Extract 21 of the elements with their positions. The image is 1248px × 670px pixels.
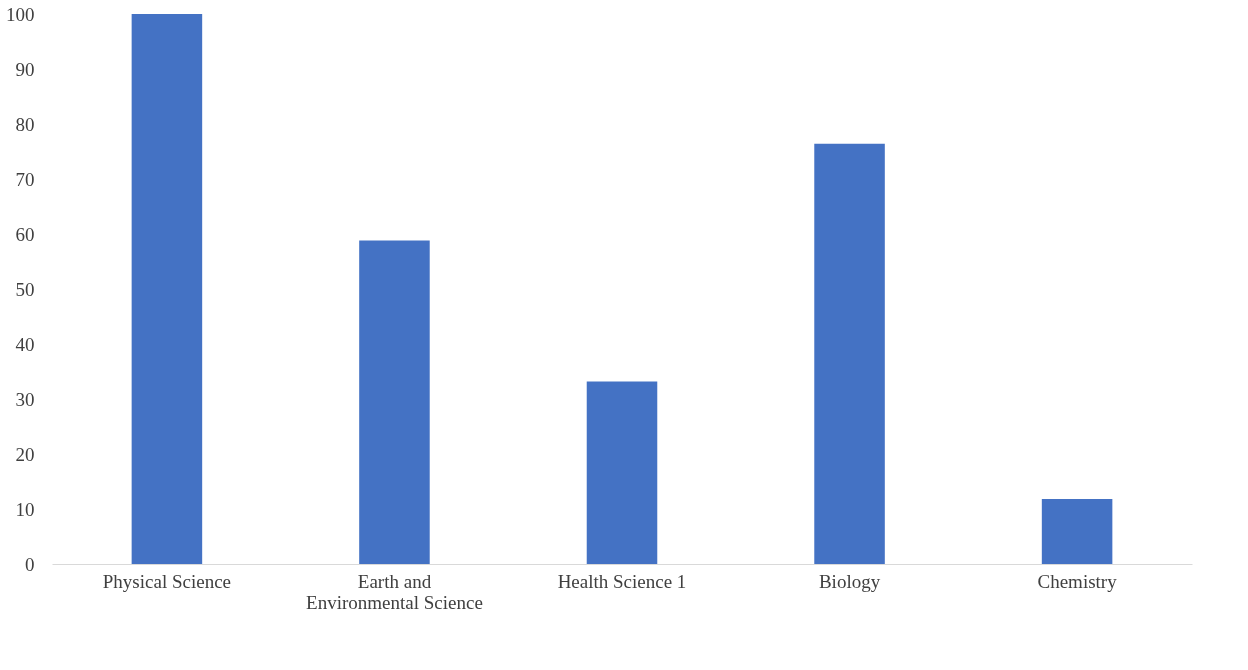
bar — [131, 14, 203, 564]
bar — [1041, 499, 1113, 564]
y-tick-label: 0 — [25, 553, 35, 575]
y-tick-label: 30 — [15, 388, 35, 410]
y-tick-label: 10 — [15, 498, 35, 520]
y-tick-label: 100 — [6, 3, 35, 25]
x-tick-label: Health Science 1 — [557, 570, 687, 592]
y-tick-label: 70 — [15, 168, 35, 190]
y-tick-label: 60 — [15, 223, 35, 245]
x-tick-label: Physical Science — [102, 570, 232, 592]
bar — [586, 381, 658, 564]
y-tick-label: 50 — [15, 278, 35, 300]
y-tick-label: 40 — [15, 333, 35, 355]
bar — [814, 143, 885, 564]
x-tick-label: Biology — [818, 570, 881, 592]
x-tick-label: Chemistry — [1037, 570, 1118, 592]
y-tick-label: 90 — [15, 58, 35, 80]
y-tick-label: 80 — [15, 113, 35, 135]
x-tick-label: Earth and Environmental Science — [306, 570, 483, 613]
bar — [359, 240, 430, 564]
y-tick-label: 20 — [15, 443, 35, 465]
